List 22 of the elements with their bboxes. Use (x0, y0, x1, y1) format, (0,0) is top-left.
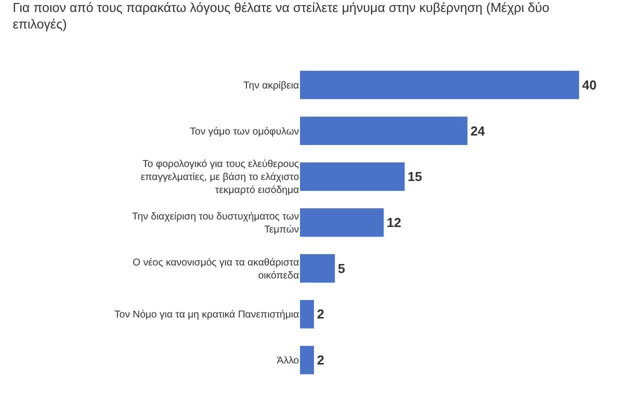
bar (300, 346, 314, 374)
y-tick-label: Την ακρίβεια (243, 80, 300, 92)
data-label: 40 (582, 77, 597, 92)
data-label: 15 (408, 169, 422, 184)
data-label: 2 (316, 352, 324, 368)
y-tick-label: Τον γάμο των ομόφυλων (190, 126, 299, 138)
bar (300, 162, 405, 191)
y-tick-label: Το φορολογικό για τους ελεύθερους επαγγελματίες, με βάση το ελάχιστο τεκμαρτό εισόδημα (140, 159, 300, 196)
y-tick-label: Ο νέος κανονισμός για τα ακαθάριστα οικόπεδα (132, 257, 300, 282)
bar (300, 254, 335, 283)
bar (300, 300, 314, 328)
data-label: 5 (338, 260, 346, 276)
chart-title: Για ποιον από τους παρακάτω λόγους θέλατε να στείλετε μήνυμα στην κυβέρνηση (Μέχρι δύο επιλογές) (12, 0, 550, 32)
y-tick-label: Τον Νόμο για τα μη κρατικά Πανεπιστήμια (114, 310, 300, 321)
data-label: 24 (470, 123, 486, 138)
bar (300, 116, 468, 145)
bar (300, 208, 384, 237)
bar (300, 70, 580, 100)
y-tick-label: Άλλο (276, 356, 300, 367)
y-tick-label: Την διαχείριση του δυστυχήματος των Τεμπών (132, 212, 299, 236)
data-label: 2 (316, 306, 324, 322)
data-label: 12 (386, 215, 402, 230)
